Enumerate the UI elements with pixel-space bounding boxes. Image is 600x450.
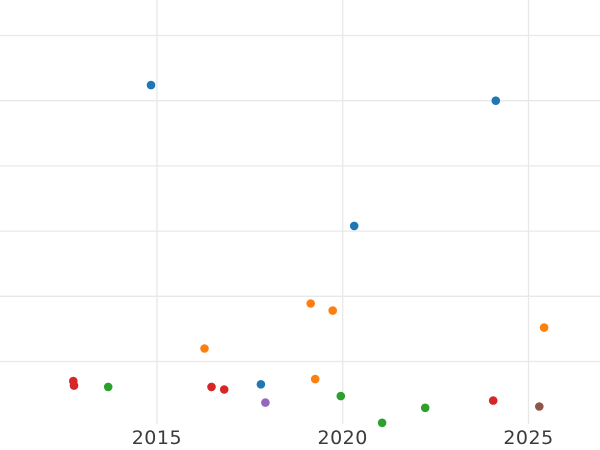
- data-point-blue: [256, 380, 266, 389]
- data-point-blue: [349, 221, 359, 231]
- data-point-orange: [310, 374, 320, 384]
- data-point-green: [377, 418, 387, 428]
- data-point-green: [103, 382, 113, 392]
- data-point-blue: [491, 96, 501, 105]
- data-point-orange: [539, 323, 549, 332]
- data-point-green: [420, 403, 430, 413]
- data-point-red: [69, 381, 79, 390]
- data-point-red: [219, 385, 229, 394]
- data-point-orange: [200, 344, 209, 353]
- data-point-green: [336, 391, 346, 401]
- data-point-red: [207, 382, 216, 392]
- data-point-orange: [306, 299, 316, 308]
- x-tick-label-2020: 2020: [317, 427, 368, 449]
- data-point-brown: [535, 402, 544, 411]
- data-point-orange: [328, 306, 338, 315]
- data-point-red: [488, 396, 498, 405]
- data-point-purple: [261, 398, 270, 407]
- x-tick-label-2015: 2015: [131, 427, 183, 449]
- data-point-blue: [146, 80, 156, 90]
- x-tick-label-2025: 2025: [503, 427, 554, 449]
